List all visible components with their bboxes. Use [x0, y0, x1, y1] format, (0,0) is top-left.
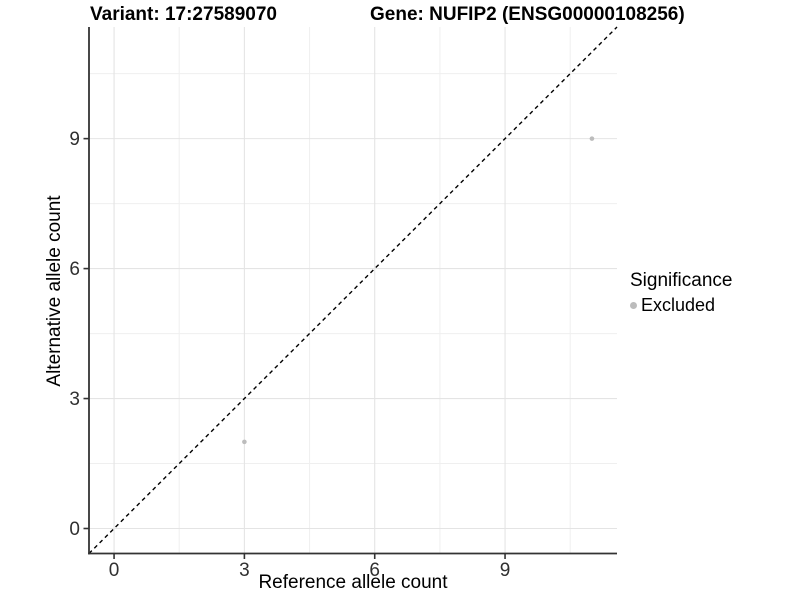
legend: Significance Excluded [630, 270, 732, 316]
y-tick-label: 9 [69, 129, 80, 150]
identity-dashed-line [88, 26, 618, 554]
y-tick-label: 6 [69, 259, 80, 280]
plot-title-gene: Gene: NUFIP2 (ENSG00000108256) [370, 4, 685, 25]
data-point [589, 136, 595, 141]
legend-item-excluded: Excluded [630, 295, 732, 316]
plot-title-variant: Variant: 17:27589070 [90, 4, 277, 25]
y-axis-title: Alternative allele count [44, 195, 65, 387]
y-tick-label: 3 [69, 389, 80, 410]
x-tick-label: 6 [369, 560, 380, 581]
x-tick-label: 0 [109, 560, 120, 581]
legend-title: Significance [630, 270, 733, 291]
x-tick-label: 9 [500, 560, 511, 581]
dot-icon [630, 302, 637, 309]
y-tick-label: 0 [69, 519, 80, 540]
x-tick-label: 3 [239, 560, 250, 581]
x-axis-title: Reference allele count [258, 572, 448, 593]
data-point [242, 439, 247, 445]
legend-item-label: Excluded [641, 295, 716, 315]
